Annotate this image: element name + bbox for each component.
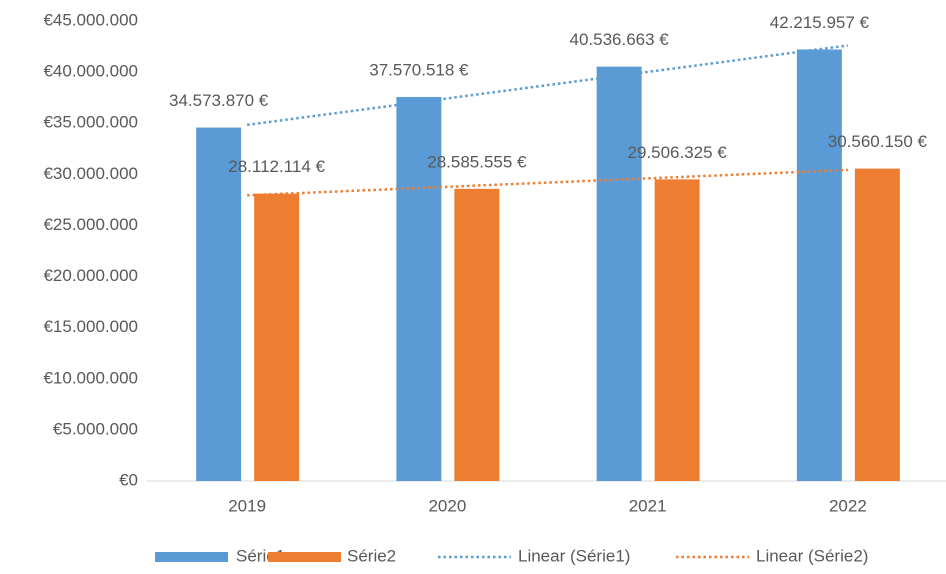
data-label: 40.536.663 € <box>569 30 669 49</box>
y-tick-label: €10.000.000 <box>43 368 138 387</box>
legend-label: Linear (Série2) <box>756 546 868 565</box>
bar <box>596 66 642 482</box>
bar <box>854 168 900 481</box>
trendline <box>247 168 848 197</box>
bar <box>454 188 500 481</box>
legend-label: Linear (Série1) <box>518 546 630 565</box>
data-label: 29.506.325 € <box>627 143 727 162</box>
y-tick-label: €30.000.000 <box>43 164 138 183</box>
trendline <box>246 44 849 127</box>
data-label: 34.573.870 € <box>169 91 269 110</box>
y-tick-label: €35.000.000 <box>43 113 138 132</box>
x-tick-label: 2020 <box>428 496 466 515</box>
bar <box>254 193 300 482</box>
x-tick-label: 2019 <box>228 496 266 515</box>
data-label: 42.215.957 € <box>770 13 870 32</box>
y-tick-label: €45.000.000 <box>43 10 138 29</box>
bar <box>196 127 242 481</box>
y-tick-label: €0 <box>119 470 138 489</box>
y-tick-label: €15.000.000 <box>43 317 138 336</box>
legend-label: Série2 <box>347 546 396 565</box>
bar <box>396 96 442 482</box>
x-tick-label: 2022 <box>829 496 867 515</box>
legend-swatch <box>268 552 341 562</box>
bar <box>654 179 700 481</box>
y-tick-label: €5.000.000 <box>53 419 138 438</box>
y-tick-label: €40.000.000 <box>43 62 138 81</box>
y-tick-label: €25.000.000 <box>43 215 138 234</box>
legend-swatch <box>155 552 228 562</box>
data-label: 28.585.555 € <box>427 152 527 171</box>
data-label: 37.570.518 € <box>369 60 469 79</box>
y-tick-label: €20.000.000 <box>43 266 138 285</box>
x-tick-label: 2021 <box>629 496 667 515</box>
data-label: 30.560.150 € <box>828 132 928 151</box>
data-label: 28.112.114 € <box>228 157 325 176</box>
bar <box>796 49 842 481</box>
